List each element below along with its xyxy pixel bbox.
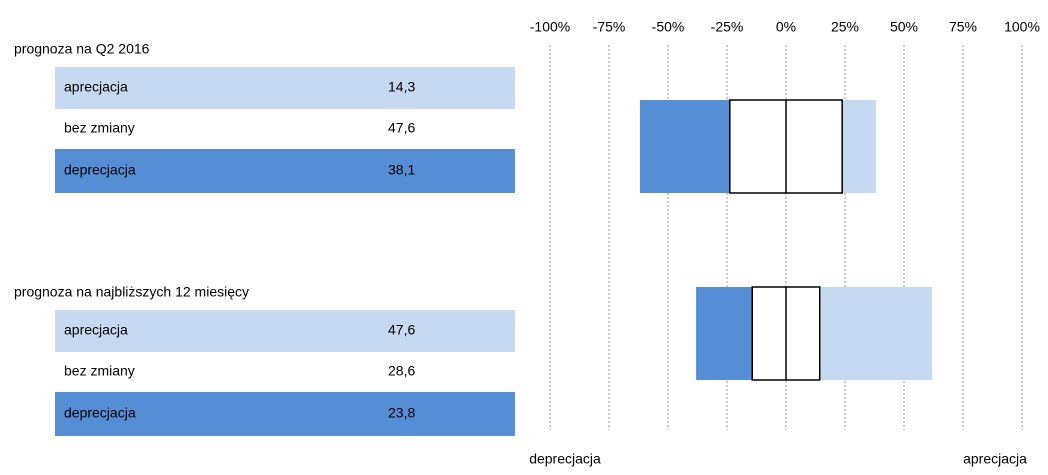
bar (639, 100, 730, 193)
bar (842, 100, 876, 193)
bar (696, 287, 753, 380)
x-tick-label: -50% (652, 19, 685, 35)
x-label-right: aprecjacja (963, 451, 1027, 467)
row-value: 47,6 (388, 120, 415, 136)
group-title: prognoza na Q2 2016 (14, 41, 150, 57)
row-label: deprecjacja (64, 405, 136, 421)
row-label: deprecjacja (64, 162, 136, 178)
x-tick-label: 75% (949, 19, 977, 35)
x-tick-label: 50% (890, 19, 918, 35)
x-tick-label: -25% (711, 19, 744, 35)
table-row (55, 109, 515, 149)
row-label: bez zmiany (64, 363, 135, 379)
row-value: 47,6 (388, 322, 415, 338)
table-row (55, 67, 515, 109)
x-tick-label: 100% (1004, 19, 1040, 35)
x-tick-label: 0% (776, 19, 796, 35)
row-label: aprecjacja (64, 79, 128, 95)
bar (819, 287, 933, 380)
x-tick-label: 25% (831, 19, 859, 35)
row-value: 14,3 (388, 79, 415, 95)
x-tick-label: -100% (530, 19, 570, 35)
row-label: aprecjacja (64, 322, 128, 338)
table-row (55, 392, 515, 436)
x-tick-label: -75% (593, 19, 626, 35)
x-label-left: deprecjacja (529, 451, 601, 467)
group-title: prognoza na najbliższych 12 miesięcy (14, 284, 249, 300)
table-row (55, 310, 515, 352)
row-value: 38,1 (388, 162, 415, 178)
row-label: bez zmiany (64, 120, 135, 136)
table-row (55, 149, 515, 193)
table-row (55, 352, 515, 392)
row-value: 23,8 (388, 405, 415, 421)
row-value: 28,6 (388, 363, 415, 379)
